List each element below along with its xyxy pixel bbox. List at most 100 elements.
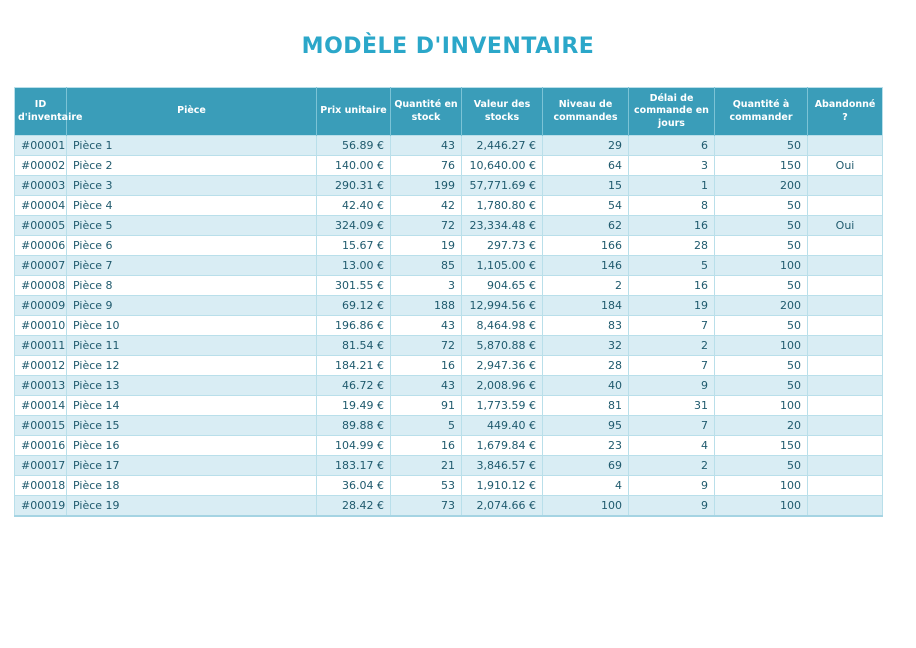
cell-lead-time-days: 9 <box>628 475 715 496</box>
cell-lead-time-days: 3 <box>628 155 715 176</box>
cell-stock-value: 8,464.98 € <box>461 315 543 336</box>
cell-reorder-level: 54 <box>542 195 629 216</box>
cell-piece: Pièce 12 <box>66 355 317 376</box>
cell-inventory-id: #00001 <box>14 135 67 156</box>
cell-piece: Pièce 13 <box>66 375 317 396</box>
cell-quantity-to-order: 100 <box>714 395 808 416</box>
cell-inventory-id: #00007 <box>14 255 67 276</box>
cell-unit-price: 36.04 € <box>316 475 391 496</box>
table-row: #00013 Pièce 13 46.72 €43 2,008.96 €40 9 50 <box>14 375 883 396</box>
column-header-inventory-id: ID d'inventaire <box>14 87 82 136</box>
cell-inventory-id: #00018 <box>14 475 67 496</box>
cell-piece: Pièce 17 <box>66 455 317 476</box>
cell-unit-price: 301.55 € <box>316 275 391 296</box>
table-row: #00005 Pièce 5 324.09 €72 23,334.48 €62 16 50… <box>14 215 883 236</box>
cell-piece: Pièce 9 <box>66 295 317 316</box>
cell-discontinued <box>807 435 883 456</box>
cell-unit-price: 46.72 € <box>316 375 391 396</box>
cell-inventory-id: #00005 <box>14 215 67 236</box>
column-header-reorder-level: Niveau de commandes <box>542 87 629 136</box>
cell-lead-time-days: 16 <box>628 215 715 236</box>
cell-reorder-level: 95 <box>542 415 629 436</box>
cell-quantity-in-stock: 43 <box>390 135 462 156</box>
cell-unit-price: 42.40 € <box>316 195 391 216</box>
cell-quantity-in-stock: 16 <box>390 435 462 456</box>
cell-piece: Pièce 15 <box>66 415 317 436</box>
cell-reorder-level: 100 <box>542 495 629 517</box>
cell-quantity-in-stock: 16 <box>390 355 462 376</box>
page-title: MODÈLE D'INVENTAIRE <box>301 34 595 59</box>
cell-quantity-to-order: 150 <box>714 435 808 456</box>
cell-piece: Pièce 5 <box>66 215 317 236</box>
column-header-discontinued: Abandonné ? <box>807 87 883 136</box>
cell-lead-time-days: 7 <box>628 315 715 336</box>
cell-discontinued <box>807 295 883 316</box>
cell-discontinued <box>807 395 883 416</box>
cell-reorder-level: 81 <box>542 395 629 416</box>
cell-quantity-in-stock: 43 <box>390 315 462 336</box>
cell-lead-time-days: 1 <box>628 175 715 196</box>
cell-stock-value: 1,780.80 € <box>461 195 543 216</box>
column-header-quantity-to-order: Quantité à commander <box>714 87 808 136</box>
cell-quantity-to-order: 200 <box>714 175 808 196</box>
cell-inventory-id: #00010 <box>14 315 67 336</box>
cell-discontinued <box>807 275 883 296</box>
cell-inventory-id: #00014 <box>14 395 67 416</box>
cell-lead-time-days: 7 <box>628 415 715 436</box>
cell-piece: Pièce 7 <box>66 255 317 276</box>
table-row: #00007 Pièce 7 13.00 €85 1,105.00 €146 5 100 <box>14 255 883 276</box>
cell-reorder-level: 184 <box>542 295 629 316</box>
cell-piece: Pièce 1 <box>66 135 317 156</box>
cell-quantity-to-order: 50 <box>714 355 808 376</box>
cell-stock-value: 2,446.27 € <box>461 135 543 156</box>
cell-inventory-id: #00004 <box>14 195 67 216</box>
table-row: #00003 Pièce 3 290.31 €199 57,771.69 €15 1 20… <box>14 175 883 196</box>
cell-unit-price: 140.00 € <box>316 155 391 176</box>
cell-quantity-to-order: 50 <box>714 455 808 476</box>
cell-quantity-to-order: 100 <box>714 335 808 356</box>
cell-unit-price: 184.21 € <box>316 355 391 376</box>
cell-reorder-level: 29 <box>542 135 629 156</box>
cell-inventory-id: #00017 <box>14 455 67 476</box>
cell-inventory-id: #00016 <box>14 435 67 456</box>
cell-piece: Pièce 18 <box>66 475 317 496</box>
cell-quantity-in-stock: 188 <box>390 295 462 316</box>
cell-quantity-in-stock: 91 <box>390 395 462 416</box>
cell-lead-time-days: 9 <box>628 495 715 517</box>
cell-lead-time-days: 2 <box>628 335 715 356</box>
cell-inventory-id: #00003 <box>14 175 67 196</box>
cell-reorder-level: 28 <box>542 355 629 376</box>
cell-stock-value: 10,640.00 € <box>461 155 543 176</box>
table-row: #00001 Pièce 1 56.89 €43 2,446.27 €29 6 50 <box>14 135 883 156</box>
table-row: #00015 Pièce 15 89.88 €5 449.40 €95 7 20 <box>14 415 883 436</box>
cell-quantity-in-stock: 76 <box>390 155 462 176</box>
cell-stock-value: 2,008.96 € <box>461 375 543 396</box>
cell-unit-price: 196.86 € <box>316 315 391 336</box>
cell-unit-price: 81.54 € <box>316 335 391 356</box>
cell-quantity-to-order: 50 <box>714 215 808 236</box>
cell-stock-value: 5,870.88 € <box>461 335 543 356</box>
cell-piece: Pièce 2 <box>66 155 317 176</box>
cell-quantity-to-order: 50 <box>714 315 808 336</box>
column-header-stock-value: Valeur des stocks <box>461 87 543 136</box>
table-row: #00016 Pièce 16 104.99 €16 1,679.84 €23 4 150 <box>14 435 883 456</box>
cell-quantity-in-stock: 43 <box>390 375 462 396</box>
cell-lead-time-days: 7 <box>628 355 715 376</box>
cell-discontinued <box>807 335 883 356</box>
cell-unit-price: 13.00 € <box>316 255 391 276</box>
cell-piece: Pièce 6 <box>66 235 317 256</box>
cell-stock-value: 2,074.66 € <box>461 495 543 517</box>
table-row: #00018 Pièce 18 36.04 €53 1,910.12 €4 9 100 <box>14 475 883 496</box>
cell-reorder-level: 4 <box>542 475 629 496</box>
cell-reorder-level: 40 <box>542 375 629 396</box>
cell-inventory-id: #00008 <box>14 275 67 296</box>
cell-discontinued <box>807 175 883 196</box>
cell-quantity-in-stock: 21 <box>390 455 462 476</box>
cell-quantity-in-stock: 85 <box>390 255 462 276</box>
cell-lead-time-days: 2 <box>628 455 715 476</box>
cell-quantity-to-order: 200 <box>714 295 808 316</box>
table-row: #00010 Pièce 10 196.86 €43 8,464.98 €83 7 50 <box>14 315 883 336</box>
column-header-quantity-in-stock: Quantité en stock <box>390 87 462 136</box>
cell-inventory-id: #00015 <box>14 415 67 436</box>
table-header: ID d'inventaire Pièce Prix unitaire Quantit… <box>14 87 883 136</box>
